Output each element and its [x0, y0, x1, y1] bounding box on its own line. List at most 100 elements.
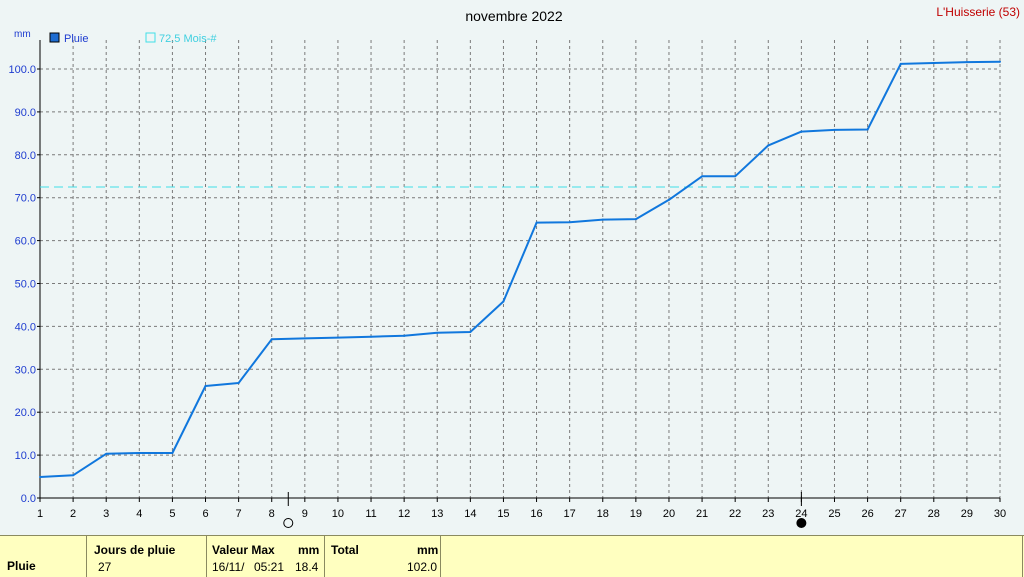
data-point — [767, 144, 770, 147]
y-tick-label: 70.0 — [15, 193, 36, 205]
data-point — [436, 331, 439, 334]
max-unit: mm — [298, 543, 320, 557]
data-point — [336, 336, 339, 339]
series-group — [39, 60, 1001, 478]
footer-days-cell: Jours de pluie 27 — [86, 536, 207, 577]
y-tick-label: 10.0 — [15, 450, 36, 462]
x-tick-label: 22 — [729, 508, 741, 520]
x-tick-label: 15 — [497, 508, 509, 520]
x-tick-label: 25 — [828, 508, 840, 520]
x-tick-label: 4 — [136, 508, 142, 520]
summary-footer: Pluie Jours de pluie 27 Valeur Max mm 16… — [0, 535, 1024, 577]
footer-row-label-cell: Pluie — [0, 536, 86, 577]
data-point — [469, 330, 472, 333]
series-line-pluie — [39, 60, 1001, 478]
data-point — [634, 218, 637, 221]
x-tick-label: 21 — [696, 508, 708, 520]
total-value: 102.0 — [407, 560, 438, 574]
x-tick-label: 26 — [861, 508, 873, 520]
x-tick-label: 14 — [464, 508, 476, 520]
axes — [39, 40, 1000, 499]
data-point — [535, 221, 538, 224]
footer-empty-cell — [440, 536, 1023, 577]
data-point — [370, 335, 373, 338]
total-header: Total — [331, 543, 359, 557]
y-tick-label: 100.0 — [8, 64, 36, 76]
moon-markers — [283, 492, 807, 528]
x-tick-label: 17 — [564, 508, 576, 520]
legend-swatch-pluie — [49, 32, 60, 43]
max-date: 16/11/ — [212, 560, 245, 574]
x-tick-label: 10 — [332, 508, 344, 520]
x-tick-label: 28 — [928, 508, 940, 520]
y-unit-label: mm — [14, 29, 31, 40]
y-tick-label: 20.0 — [15, 407, 36, 419]
data-point — [204, 385, 207, 388]
data-point — [72, 474, 75, 477]
x-tick-labels: 1 2 3 4 5 6 7 8 9 10 11 12 13 14 15 16 17 18 19 20 21 22 23 24 2… — [37, 508, 1006, 520]
footer-total-cell: Total mm 102.0 — [324, 536, 441, 577]
x-tick-label: 27 — [895, 508, 907, 520]
legend-swatch-ref — [145, 32, 156, 43]
x-tick-label: 18 — [597, 508, 609, 520]
data-point — [800, 130, 803, 133]
data-point — [965, 61, 968, 64]
data-point — [833, 128, 836, 131]
y-tick-label: 30.0 — [15, 364, 36, 376]
data-point — [502, 300, 505, 303]
data-point — [39, 475, 41, 478]
x-tick-label: 23 — [762, 508, 774, 520]
x-tick-label: 12 — [398, 508, 410, 520]
days-value: 27 — [98, 560, 112, 574]
data-point — [270, 338, 273, 341]
footer-row-label: Pluie — [7, 559, 36, 573]
x-tick-label: 8 — [269, 508, 275, 520]
total-unit: mm — [417, 543, 439, 557]
grid — [37, 40, 1001, 502]
data-point — [932, 61, 935, 64]
station-name: L'Huisserie (53) — [936, 5, 1020, 19]
data-point — [999, 60, 1001, 63]
max-time: 05:21 — [254, 560, 285, 574]
x-tick-label: 20 — [663, 508, 675, 520]
x-tick-label: 30 — [994, 508, 1006, 520]
x-tick-label: 11 — [365, 508, 376, 520]
data-point — [138, 451, 141, 454]
chart-title: novembre 2022 — [465, 8, 563, 24]
legend-label-pluie: Pluie — [64, 33, 88, 45]
x-tick-label: 29 — [961, 508, 973, 520]
x-tick-label: 5 — [169, 508, 175, 520]
x-tick-label: 13 — [431, 508, 443, 520]
y-tick-label: 50.0 — [15, 279, 36, 291]
x-tick-label: 2 — [70, 508, 76, 520]
data-point — [303, 337, 306, 340]
x-tick-label: 24 — [795, 508, 807, 520]
x-tick-label: 16 — [530, 508, 542, 520]
y-tick-label: 0.0 — [21, 493, 36, 505]
data-point — [701, 175, 704, 178]
footer-right-edge — [1022, 536, 1024, 577]
data-point — [866, 128, 869, 131]
chart-background — [0, 0, 1024, 535]
y-tick-label: 90.0 — [15, 107, 36, 119]
x-tick-label: 6 — [202, 508, 208, 520]
footer-max-cell: Valeur Max mm 16/11/ 05:21 18.4 — [206, 536, 325, 577]
data-point — [734, 175, 737, 178]
y-tick-label: 80.0 — [15, 150, 36, 162]
x-tick-label: 1 — [37, 508, 43, 520]
data-point — [899, 62, 902, 65]
data-point — [568, 221, 571, 224]
y-tick-label: 60.0 — [15, 236, 36, 248]
x-tick-label: 7 — [236, 508, 242, 520]
legend-label-ref: 72.5 Mois-# — [159, 33, 217, 45]
legend: Pluie 72.5 Mois-# — [49, 32, 217, 45]
max-header: Valeur Max — [212, 543, 275, 557]
y-tick-labels: 0.0 10.0 20.0 30.0 40.0 50.0 60.0 70.0 80.0 90.0 1… — [8, 64, 36, 505]
y-tick-label: 40.0 — [15, 321, 36, 333]
data-point — [171, 451, 174, 454]
rain-chart: 0.0 10.0 20.0 30.0 40.0 50.0 60.0 70.0 80.0 90.0 1… — [0, 0, 1024, 535]
x-tick-label: 3 — [103, 508, 109, 520]
data-point — [601, 218, 604, 221]
data-point — [667, 198, 670, 201]
max-value: 18.4 — [295, 560, 319, 574]
